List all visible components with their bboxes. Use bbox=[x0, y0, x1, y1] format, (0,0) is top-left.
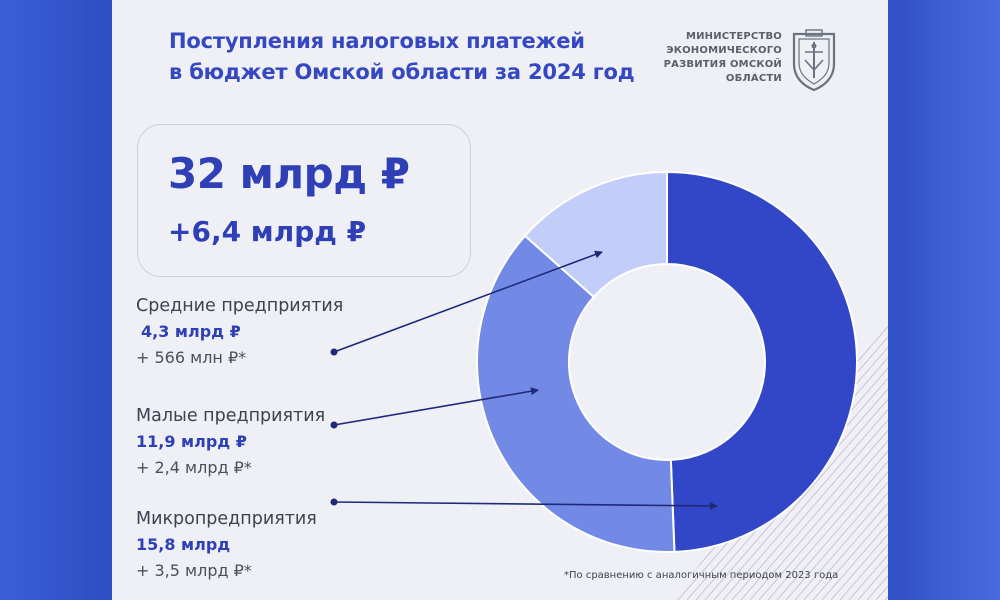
ministry-line: ОБЛАСТИ bbox=[725, 73, 782, 84]
category-name: Средние предприятия bbox=[136, 296, 344, 316]
arrow-medium-dot bbox=[330, 348, 338, 356]
footnote: *По сравнению с аналогичным периодом 202… bbox=[564, 570, 839, 581]
donut-slice-2 bbox=[476, 234, 676, 553]
arrow-micro bbox=[333, 501, 718, 510]
arrow-small-dot bbox=[330, 421, 338, 429]
page-title: Поступления налоговых платежей в бюджет … bbox=[169, 26, 635, 88]
category-delta: + 3,5 млрд ₽* bbox=[136, 561, 252, 580]
infographic-card: Поступления налоговых платежей в бюджет … bbox=[112, 0, 888, 600]
total-summary-box: 32 млрд ₽ +6,4 млрд ₽ bbox=[137, 124, 471, 277]
category-value: 4,3 млрд ₽ bbox=[141, 322, 241, 341]
donut-chart bbox=[330, 170, 888, 600]
total-growth: +6,4 млрд ₽ bbox=[168, 215, 367, 248]
coat-of-arms-icon bbox=[792, 29, 836, 92]
arrow-medium bbox=[333, 250, 603, 353]
category-name: Микропредприятия bbox=[136, 509, 317, 529]
category-medium-enterprises: Средние предприятия 4,3 млрд ₽ + 566 млн… bbox=[136, 293, 343, 371]
ministry-line: МИНИСТЕРСТВО bbox=[685, 31, 782, 42]
ministry-line: ЭКОНОМИЧЕСКОГО bbox=[666, 45, 782, 56]
title-line-1: Поступления налоговых платежей bbox=[169, 29, 585, 53]
category-delta: + 566 млн ₽* bbox=[136, 348, 247, 367]
donut-slice-1 bbox=[666, 170, 858, 553]
category-delta: + 2,4 млрд ₽* bbox=[136, 458, 252, 477]
arrow-small bbox=[333, 387, 539, 426]
arrow-micro-dot bbox=[330, 498, 338, 506]
category-value: 11,9 млрд ₽ bbox=[136, 432, 247, 451]
category-value: 15,8 млрд bbox=[136, 535, 231, 554]
category-small-enterprises: Малые предприятия 11,9 млрд ₽ + 2,4 млрд… bbox=[136, 403, 325, 481]
category-micro-enterprises: Микропредприятия 15,8 млрд + 3,5 млрд ₽* bbox=[136, 506, 317, 584]
donut-slice-3 bbox=[523, 170, 668, 299]
title-line-2: в бюджет Омской области за 2024 год bbox=[169, 60, 635, 84]
category-name: Малые предприятия bbox=[136, 406, 326, 426]
ministry-name: МИНИСТЕРСТВО ЭКОНОМИЧЕСКОГО РАЗВИТИЯ ОМС… bbox=[652, 30, 782, 86]
ministry-line: РАЗВИТИЯ ОМСКОЙ bbox=[663, 59, 782, 70]
total-value: 32 млрд ₽ bbox=[168, 149, 410, 198]
